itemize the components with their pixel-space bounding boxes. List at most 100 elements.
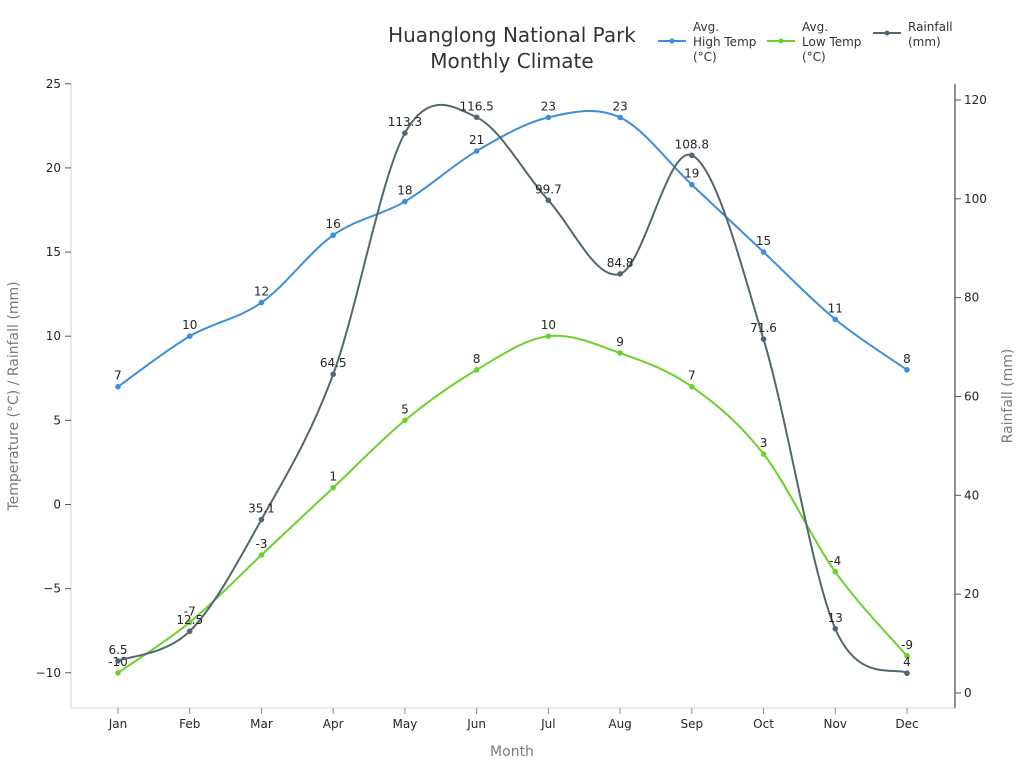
legend: Avg.High Temp(°C)Avg.Low Temp(°C)Rainfal…: [658, 20, 953, 64]
data-point[interactable]: [689, 181, 695, 188]
data-label: 12.5: [176, 613, 203, 627]
data-point[interactable]: [760, 451, 767, 457]
data-label: 7: [688, 369, 696, 383]
data-point[interactable]: [402, 417, 408, 424]
data-label: 3: [760, 436, 768, 450]
legend-label: (mm): [908, 35, 941, 49]
data-point[interactable]: [832, 316, 839, 323]
chart-title: Huanglong National Park Monthly Climate: [388, 23, 636, 73]
data-label: 8: [473, 352, 481, 366]
data-label: 15: [756, 234, 771, 248]
data-point[interactable]: [545, 197, 552, 204]
right-axis-title: Rainfall (mm): [1000, 349, 1016, 444]
data-point[interactable]: [330, 371, 336, 378]
data-label: 64.5: [320, 356, 347, 370]
data-point[interactable]: [115, 383, 121, 390]
data-point[interactable]: [760, 249, 767, 255]
data-label: 5: [401, 402, 409, 416]
left-tick-label: 5: [53, 413, 61, 427]
data-label: 10: [182, 318, 197, 332]
data-point[interactable]: [545, 333, 552, 340]
right-tick-label: 60: [964, 389, 979, 403]
data-point[interactable]: [904, 653, 910, 659]
legend-label: Avg.: [693, 20, 719, 34]
data-point[interactable]: [186, 628, 193, 635]
legend-marker-icon: [669, 38, 675, 44]
data-label: 19: [684, 167, 699, 181]
series-high-temp: 7 10 12 16 18 21 23 23 19 15 11 8: [114, 99, 911, 390]
data-point[interactable]: [258, 299, 265, 306]
data-point[interactable]: [617, 271, 623, 277]
data-point[interactable]: [617, 350, 623, 356]
right-tick-label: 40: [964, 488, 979, 502]
left-tick-label: 10: [46, 329, 61, 343]
data-point[interactable]: [330, 232, 336, 239]
data-label: 23: [612, 99, 627, 113]
data-label: 108.8: [675, 137, 709, 151]
legend-label: (°C): [693, 50, 717, 64]
data-point[interactable]: [545, 114, 552, 121]
data-point[interactable]: [402, 130, 408, 136]
legend-marker-icon: [884, 30, 890, 36]
x-tick-label: Oct: [753, 717, 774, 731]
data-point[interactable]: [832, 569, 839, 575]
data-point[interactable]: [115, 658, 121, 664]
series-line: [117, 109, 908, 388]
data-point[interactable]: [473, 148, 480, 154]
left-tick-label: −10: [36, 666, 61, 680]
data-label: 35.1: [248, 502, 275, 516]
data-label: 8: [903, 352, 911, 366]
data-label: 13: [828, 611, 843, 625]
data-point[interactable]: [689, 152, 695, 159]
series-line: [117, 104, 908, 675]
legend-marker-icon: [778, 38, 784, 44]
data-label: 4: [903, 655, 911, 669]
x-tick-label: Mar: [250, 717, 273, 731]
data-point[interactable]: [402, 198, 408, 205]
x-tick-label: Dec: [895, 717, 918, 731]
right-tick-label: 100: [964, 192, 987, 206]
legend-label: High Temp: [693, 35, 756, 49]
data-point[interactable]: [115, 670, 121, 676]
data-point[interactable]: [617, 114, 623, 121]
left-axis-ticks: 25 20 15 10 5 0 −5 −10: [36, 77, 71, 680]
legend-item-high-temp[interactable]: Avg.High Temp(°C): [658, 20, 756, 64]
series-line: [117, 334, 908, 674]
series-rainfall: 6.512.535.164.5113.3116.599.784.8108.871…: [108, 99, 911, 677]
data-point[interactable]: [473, 114, 480, 121]
data-label: 1: [329, 470, 337, 484]
data-point[interactable]: [186, 333, 193, 340]
data-point[interactable]: [186, 619, 193, 626]
legend-label: Avg.: [802, 20, 828, 34]
data-point[interactable]: [473, 367, 480, 373]
data-label: 7: [114, 369, 122, 383]
data-label: 9: [616, 335, 624, 349]
data-point[interactable]: [904, 670, 910, 677]
data-point[interactable]: [689, 383, 695, 390]
legend-item-low-temp[interactable]: Avg.Low Temp(°C): [767, 20, 861, 64]
data-point[interactable]: [258, 552, 265, 558]
legend-item-rainfall[interactable]: Rainfall(mm): [873, 20, 953, 49]
left-tick-label: −5: [43, 582, 61, 596]
data-label: 23: [541, 99, 556, 113]
data-point[interactable]: [832, 625, 839, 632]
chart-title-line-1: Huanglong National Park: [388, 23, 636, 47]
data-point[interactable]: [258, 516, 265, 523]
data-label: 18: [397, 184, 412, 198]
data-point[interactable]: [904, 367, 910, 373]
data-label: -7: [184, 604, 196, 618]
chart-title-line-2: Monthly Climate: [430, 49, 593, 73]
data-label: 84.8: [607, 256, 634, 270]
data-label: 71.6: [750, 321, 777, 335]
x-tick-label: Jun: [466, 717, 486, 731]
data-label: 11: [828, 301, 843, 315]
left-tick-label: 15: [46, 245, 61, 259]
left-tick-label: 0: [53, 498, 61, 512]
data-point[interactable]: [330, 484, 336, 491]
data-label: 99.7: [535, 182, 562, 196]
data-point[interactable]: [760, 336, 767, 342]
legend-label: Rainfall: [908, 20, 953, 34]
data-label: 113.3: [388, 115, 422, 129]
data-label: 21: [469, 133, 484, 147]
